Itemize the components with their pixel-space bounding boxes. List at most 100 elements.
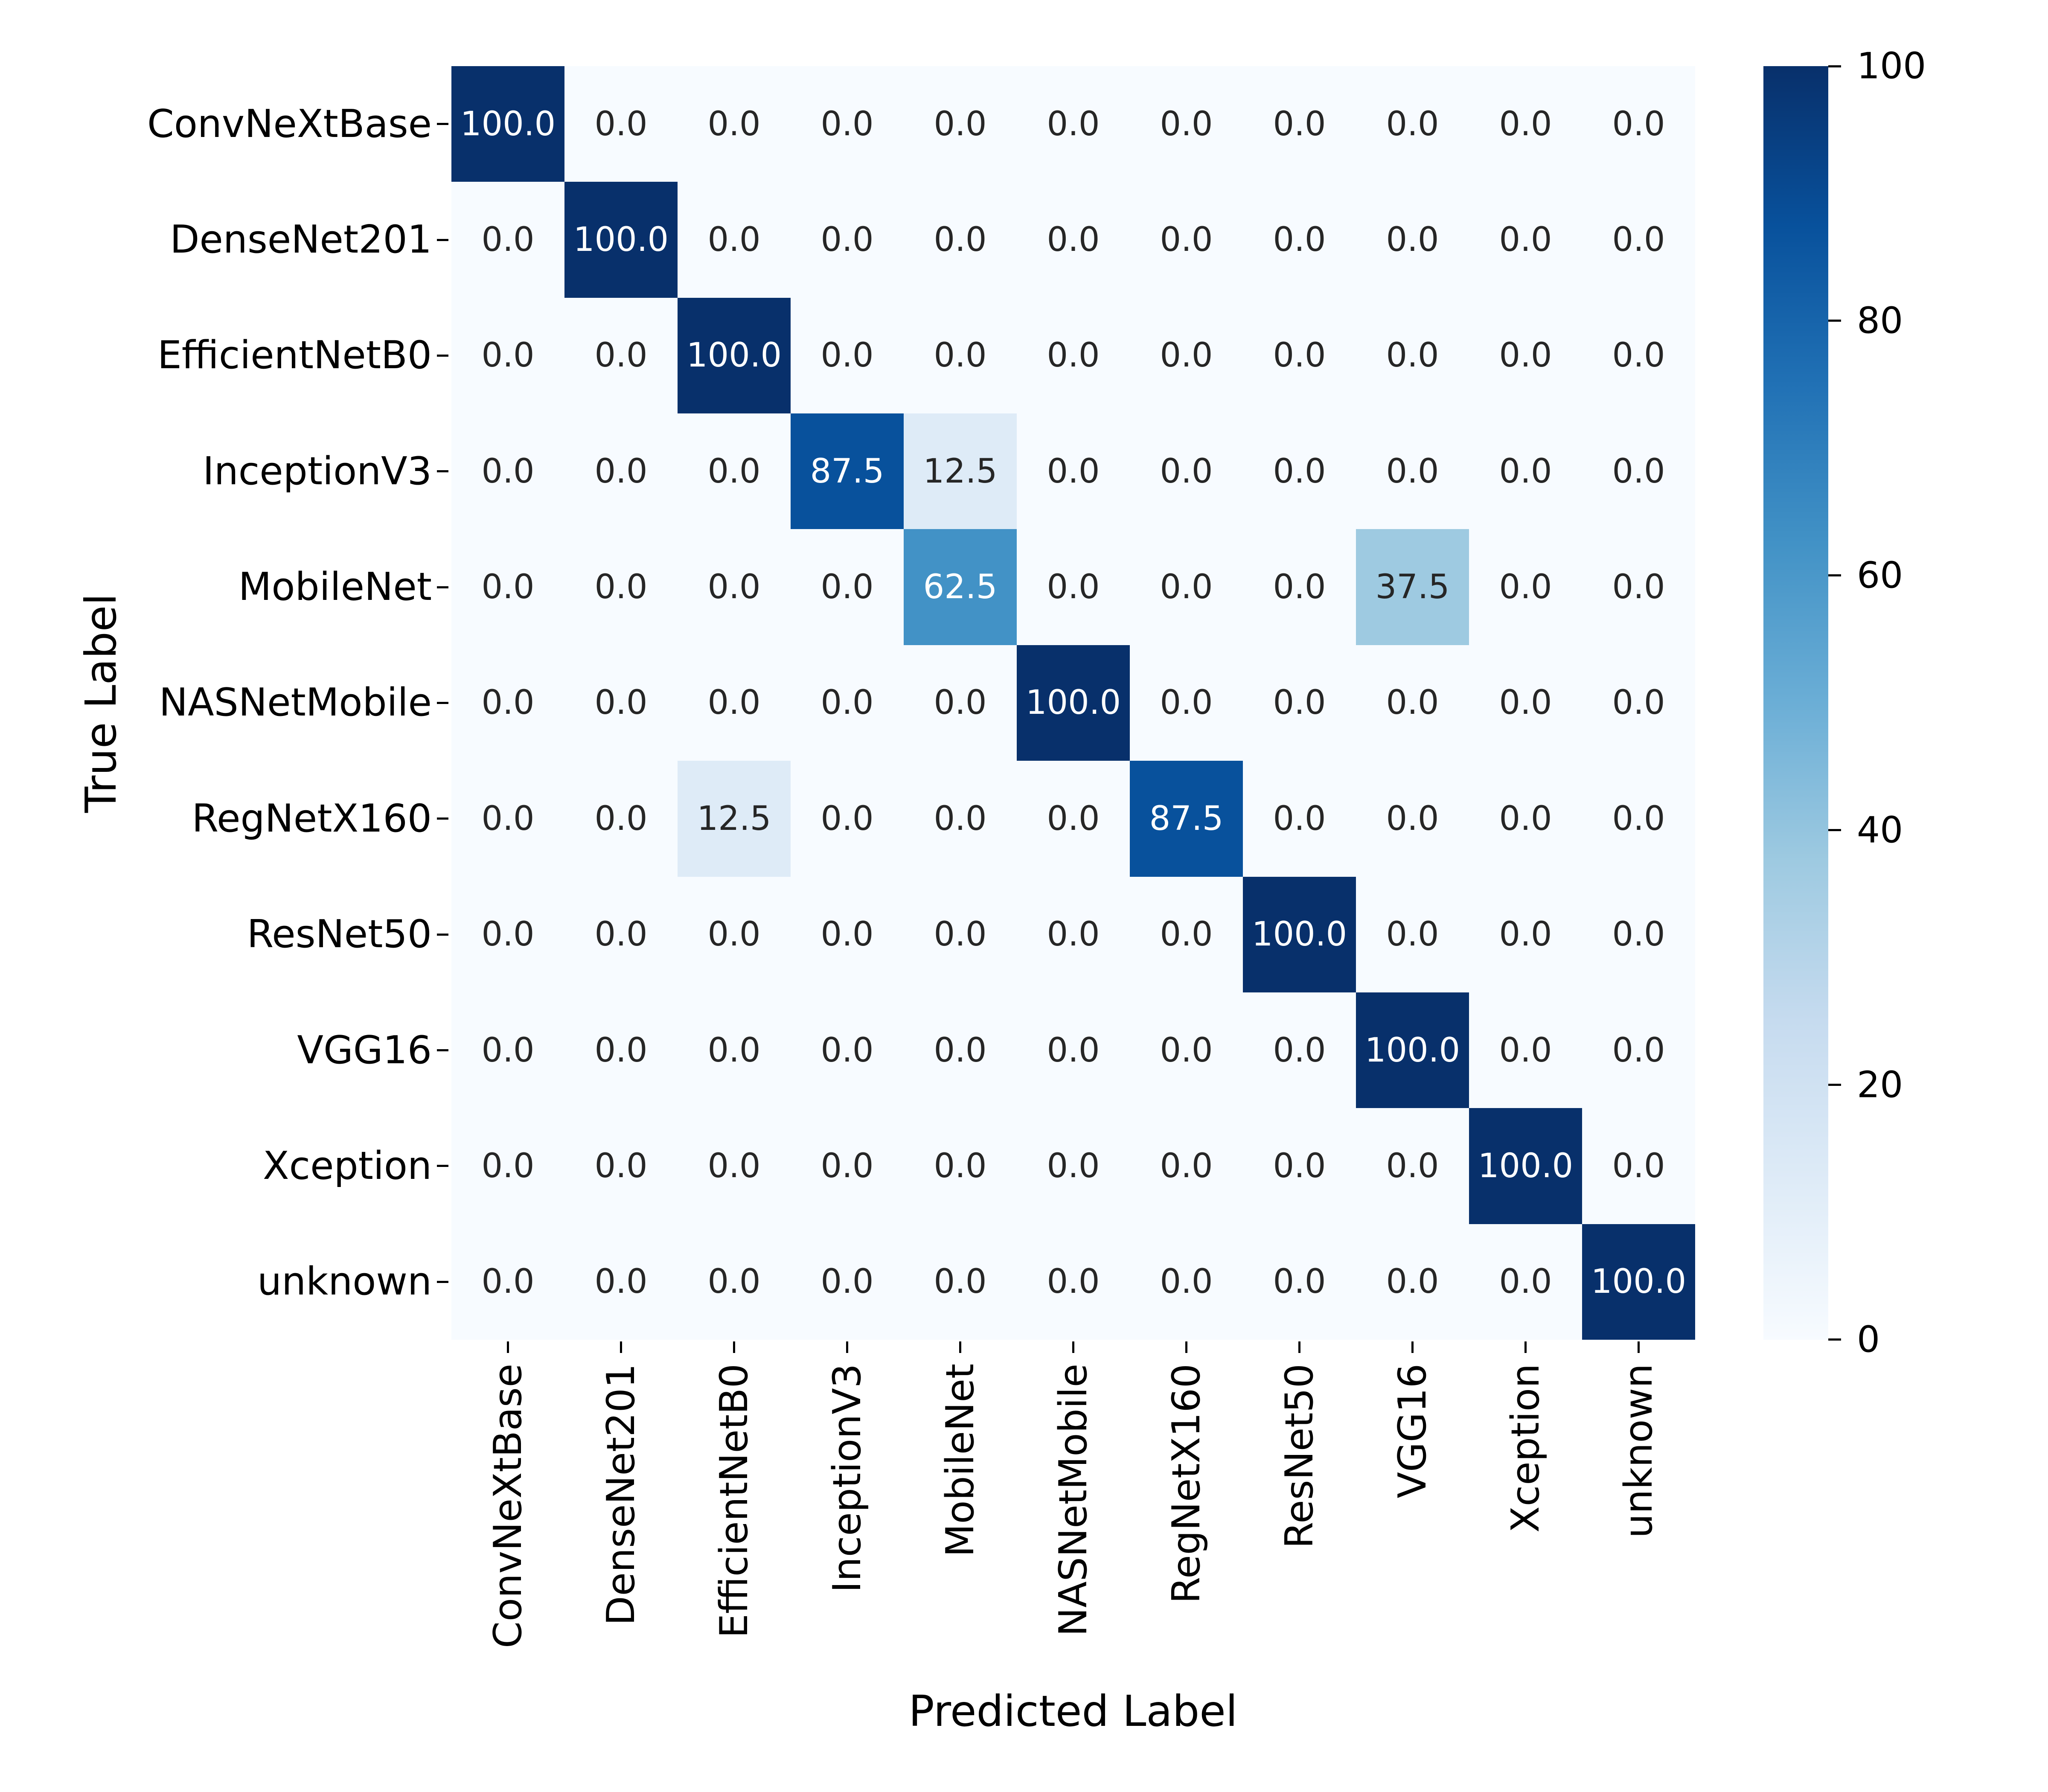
cell-value: 0.0	[1499, 799, 1552, 838]
cell-value: 0.0	[820, 799, 874, 838]
cell-value: 0.0	[820, 568, 874, 607]
cell-value: 0.0	[934, 105, 987, 143]
cell-value: 0.0	[481, 336, 535, 375]
cell-value: 0.0	[1386, 915, 1439, 954]
cell-value: 0.0	[481, 915, 535, 954]
heatmap-cell-InceptionV3-DenseNet201: 0.0	[564, 413, 678, 529]
heatmap-cell-RegNetX160-unknown: 0.0	[1582, 761, 1695, 877]
cell-value: 0.0	[481, 799, 535, 838]
row-label-ResNet50: ResNet50	[247, 912, 432, 957]
heatmap-cell-EfficientNetB0-VGG16: 0.0	[1356, 297, 1469, 414]
cell-value: 0.0	[1499, 1031, 1552, 1070]
heatmap-cell-MobileNet-InceptionV3: 0.0	[791, 529, 904, 645]
heatmap-cell-Xception-ConvNeXtBase: 0.0	[451, 1108, 564, 1224]
cell-value: 0.0	[1160, 221, 1213, 259]
row-label-Xception: Xception	[262, 1143, 432, 1188]
row-label-RegNetX160: RegNetX160	[192, 796, 432, 841]
heatmap-cell-ConvNeXtBase-InceptionV3: 0.0	[791, 66, 904, 182]
heatmap-cell-MobileNet-VGG16: 37.5	[1356, 529, 1469, 645]
heatmap-cell-DenseNet201-VGG16: 0.0	[1356, 182, 1469, 298]
y-tick-mark	[437, 239, 448, 241]
heatmap-cell-NASNetMobile-Xception: 0.0	[1469, 645, 1582, 761]
cell-value: 0.0	[594, 915, 648, 954]
y-tick-mark	[437, 817, 448, 820]
heatmap-cell-RegNetX160-EfficientNetB0: 12.5	[678, 761, 791, 877]
cell-value: 0.0	[707, 1031, 761, 1070]
col-label-InceptionV3: InceptionV3	[824, 1363, 870, 1593]
y-tick-mark	[437, 586, 448, 588]
heatmap-cell-VGG16-MobileNet: 0.0	[904, 992, 1017, 1108]
cell-value: 0.0	[1160, 336, 1213, 375]
cell-value: 0.0	[594, 105, 648, 143]
row-label-ConvNeXtBase: ConvNeXtBase	[147, 101, 432, 146]
cell-value: 0.0	[934, 1146, 987, 1185]
col-label-unknown: unknown	[1616, 1363, 1661, 1538]
heatmap-cell-ConvNeXtBase-Xception: 0.0	[1469, 66, 1582, 182]
cell-value: 0.0	[934, 915, 987, 954]
x-axis-title: Predicted Label	[908, 1686, 1238, 1736]
cell-value: 0.0	[707, 684, 761, 722]
cell-value: 0.0	[820, 915, 874, 954]
heatmap-cell-Xception-EfficientNetB0: 0.0	[678, 1108, 791, 1224]
heatmap-cell-unknown-ConvNeXtBase: 0.0	[451, 1224, 564, 1340]
heatmap-cell-ConvNeXtBase-VGG16: 0.0	[1356, 66, 1469, 182]
col-label-VGG16: VGG16	[1390, 1363, 1435, 1498]
cell-value: 0.0	[1499, 105, 1552, 143]
x-tick-mark	[1185, 1341, 1187, 1353]
y-tick-mark	[437, 123, 448, 125]
heatmap-cell-ResNet50-Xception: 0.0	[1469, 876, 1582, 992]
heatmap-cell-RegNetX160-Xception: 0.0	[1469, 761, 1582, 877]
cell-value: 87.5	[810, 452, 884, 491]
heatmap-cell-VGG16-EfficientNetB0: 0.0	[678, 992, 791, 1108]
cell-value: 0.0	[1047, 221, 1100, 259]
cell-value: 0.0	[820, 221, 874, 259]
x-tick-mark	[1411, 1341, 1414, 1353]
heatmap-cell-unknown-InceptionV3: 0.0	[791, 1224, 904, 1340]
cell-value: 0.0	[707, 221, 761, 259]
cell-value: 0.0	[1612, 684, 1665, 722]
colorbar-tick-mark	[1828, 1084, 1841, 1086]
row-label-DenseNet201: DenseNet201	[170, 217, 432, 262]
colorbar-tick-label-20: 20	[1857, 1064, 1903, 1106]
heatmap-cell-Xception-InceptionV3: 0.0	[791, 1108, 904, 1224]
heatmap-cell-Xception-ResNet50: 0.0	[1243, 1108, 1356, 1224]
cell-value: 0.0	[707, 1146, 761, 1185]
heatmap-cell-DenseNet201-EfficientNetB0: 0.0	[678, 182, 791, 298]
heatmap-cell-VGG16-ConvNeXtBase: 0.0	[451, 992, 564, 1108]
heatmap-cell-NASNetMobile-RegNetX160: 0.0	[1130, 645, 1243, 761]
heatmap-cell-Xception-VGG16: 0.0	[1356, 1108, 1469, 1224]
colorbar-tick-mark	[1828, 1338, 1841, 1341]
x-tick-mark	[846, 1341, 848, 1353]
cell-value: 0.0	[1499, 336, 1552, 375]
heatmap-cell-InceptionV3-unknown: 0.0	[1582, 413, 1695, 529]
cell-value: 100.0	[573, 221, 669, 259]
col-label-DenseNet201: DenseNet201	[598, 1363, 643, 1626]
heatmap-cell-EfficientNetB0-RegNetX160: 0.0	[1130, 297, 1243, 414]
heatmap-cell-RegNetX160-InceptionV3: 0.0	[791, 761, 904, 877]
col-label-ResNet50: ResNet50	[1277, 1363, 1322, 1549]
cell-value: 0.0	[1047, 799, 1100, 838]
cell-value: 0.0	[594, 568, 648, 607]
heatmap-cell-DenseNet201-unknown: 0.0	[1582, 182, 1695, 298]
heatmap-cell-ResNet50-EfficientNetB0: 0.0	[678, 876, 791, 992]
cell-value: 100.0	[686, 336, 782, 375]
colorbar	[1763, 66, 1828, 1340]
heatmap-cell-DenseNet201-MobileNet: 0.0	[904, 182, 1017, 298]
cell-value: 0.0	[594, 1263, 648, 1301]
cell-value: 0.0	[934, 799, 987, 838]
heatmap-cell-Xception-Xception: 100.0	[1469, 1108, 1582, 1224]
heatmap-cell-ConvNeXtBase-ConvNeXtBase: 100.0	[451, 66, 564, 182]
col-label-MobileNet: MobileNet	[937, 1363, 983, 1557]
cell-value: 0.0	[1047, 915, 1100, 954]
cell-value: 87.5	[1149, 799, 1224, 838]
cell-value: 100.0	[1478, 1146, 1574, 1185]
y-tick-mark	[437, 1280, 448, 1283]
cell-value: 0.0	[1612, 1031, 1665, 1070]
heatmap-cell-DenseNet201-RegNetX160: 0.0	[1130, 182, 1243, 298]
cell-value: 0.0	[1273, 1031, 1326, 1070]
heatmap-cell-unknown-Xception: 0.0	[1469, 1224, 1582, 1340]
row-label-EfficientNetB0: EfficientNetB0	[157, 333, 432, 378]
heatmap-cell-MobileNet-NASNetMobile: 0.0	[1017, 529, 1130, 645]
heatmap-cell-ConvNeXtBase-RegNetX160: 0.0	[1130, 66, 1243, 182]
heatmap-cell-Xception-MobileNet: 0.0	[904, 1108, 1017, 1224]
